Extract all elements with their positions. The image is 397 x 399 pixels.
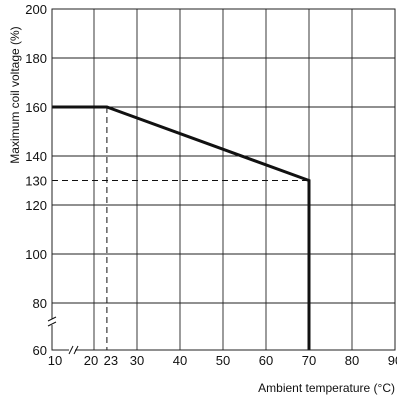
x-axis-break-mark	[68, 345, 74, 355]
y-tick-label: 180	[25, 51, 47, 66]
reference-lines	[52, 107, 309, 350]
axis-breaks	[47, 316, 79, 355]
y-tick-label: 120	[25, 198, 47, 213]
x-tick-label: 23	[104, 353, 118, 368]
y-axis-break-mark	[47, 321, 57, 327]
y-tick-labels: 60 80 100 120 130 140 160 180 200	[25, 2, 47, 358]
y-tick-label: 160	[25, 100, 47, 115]
x-tick-label: 40	[173, 353, 187, 368]
y-tick-label: 130	[25, 174, 47, 189]
x-tick-label: 20	[84, 353, 98, 368]
y-axis-label: Maximum coil voltage (%)	[8, 26, 22, 163]
x-tick-label: 70	[302, 353, 316, 368]
x-tick-label: 10	[48, 353, 62, 368]
plot-frame	[51, 8, 396, 351]
x-tick-label: 30	[130, 353, 144, 368]
x-axis-break-gap	[69, 346, 75, 354]
y-tick-label: 100	[25, 247, 47, 262]
x-axis-break-mark	[73, 345, 79, 355]
x-tick-label: 50	[216, 353, 230, 368]
derating-curve	[52, 105, 311, 350]
grid	[52, 9, 395, 350]
y-axis-break-mark	[47, 316, 57, 322]
y-axis-break-gap	[48, 319, 56, 325]
y-tick-label: 80	[33, 296, 47, 311]
x-tick-label: 60	[259, 353, 273, 368]
series-lines	[52, 105, 311, 350]
y-tick-label: 200	[25, 2, 47, 17]
x-axis-label: Ambient temperature (°C)	[258, 381, 395, 395]
y-tick-label: 140	[25, 149, 47, 164]
x-tick-label: 80	[345, 353, 359, 368]
x-tick-labels: 10 20 23 30 40 50 60 70 80 90	[48, 353, 397, 368]
y-tick-label: 60	[33, 343, 47, 358]
x-tick-label: 90	[388, 353, 397, 368]
